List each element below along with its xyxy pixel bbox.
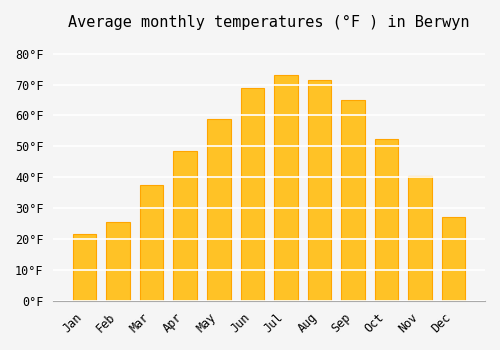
Bar <box>442 217 466 301</box>
Bar <box>106 222 130 301</box>
Title: Average monthly temperatures (°F ) in Berwyn: Average monthly temperatures (°F ) in Be… <box>68 15 470 30</box>
Bar <box>240 88 264 301</box>
Bar <box>174 151 197 301</box>
Bar <box>140 185 164 301</box>
Bar <box>375 139 398 301</box>
Bar <box>73 234 96 301</box>
Bar <box>408 176 432 301</box>
Bar <box>341 100 364 301</box>
Bar <box>274 75 297 301</box>
Bar <box>308 80 331 301</box>
Bar <box>207 119 231 301</box>
